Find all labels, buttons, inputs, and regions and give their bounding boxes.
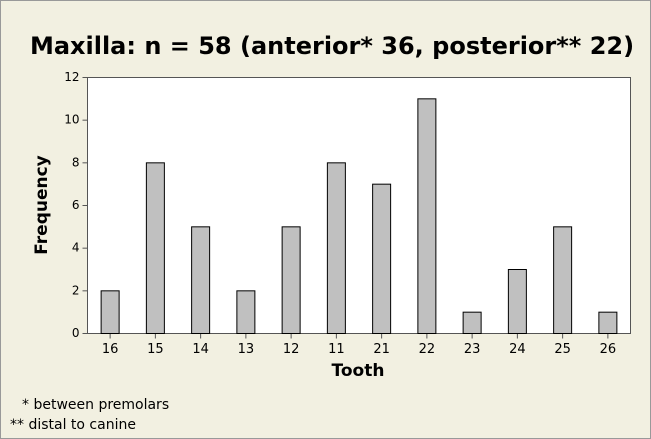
bar	[100, 290, 120, 335]
bar	[236, 290, 256, 335]
x-tick-label: 13	[238, 342, 255, 357]
footnote: ** distal to canine	[10, 417, 136, 433]
y-tick-label: 2	[72, 283, 80, 297]
x-tick-label: 12	[283, 342, 300, 357]
x-axis-label: Tooth	[332, 361, 385, 381]
x-tick-label: 22	[419, 342, 436, 357]
x-tick-label: 16	[102, 342, 119, 357]
x-tick-label: 24	[509, 342, 526, 357]
bar	[462, 311, 482, 334]
bar	[372, 183, 392, 334]
x-tick-label: 26	[600, 342, 617, 357]
bar	[598, 311, 618, 334]
x-tick-label: 25	[554, 342, 571, 357]
plot-area	[87, 77, 631, 334]
y-tick-label: 6	[72, 198, 80, 212]
x-tick-label: 11	[328, 342, 345, 357]
x-tick-label: 23	[464, 342, 481, 357]
y-tick-label: 0	[72, 326, 80, 340]
y-tick-label: 8	[72, 155, 80, 169]
x-tick-label: 15	[147, 342, 164, 357]
y-tick-label: 10	[64, 113, 79, 127]
bar	[281, 226, 301, 334]
footnote: * between premolars	[22, 397, 169, 413]
bar	[191, 226, 211, 334]
y-tick-label: 12	[64, 70, 79, 84]
bar	[417, 98, 437, 335]
y-axis-label: Frequency	[32, 155, 52, 255]
bar	[553, 226, 573, 334]
y-tick-label: 4	[72, 241, 80, 255]
bar	[507, 269, 527, 334]
chart-title: Maxilla: n = 58 (anterior* 36, posterior…	[30, 32, 634, 60]
bar	[145, 162, 165, 334]
x-tick-label: 14	[192, 342, 209, 357]
bar	[326, 162, 346, 334]
x-tick-label: 21	[373, 342, 390, 357]
